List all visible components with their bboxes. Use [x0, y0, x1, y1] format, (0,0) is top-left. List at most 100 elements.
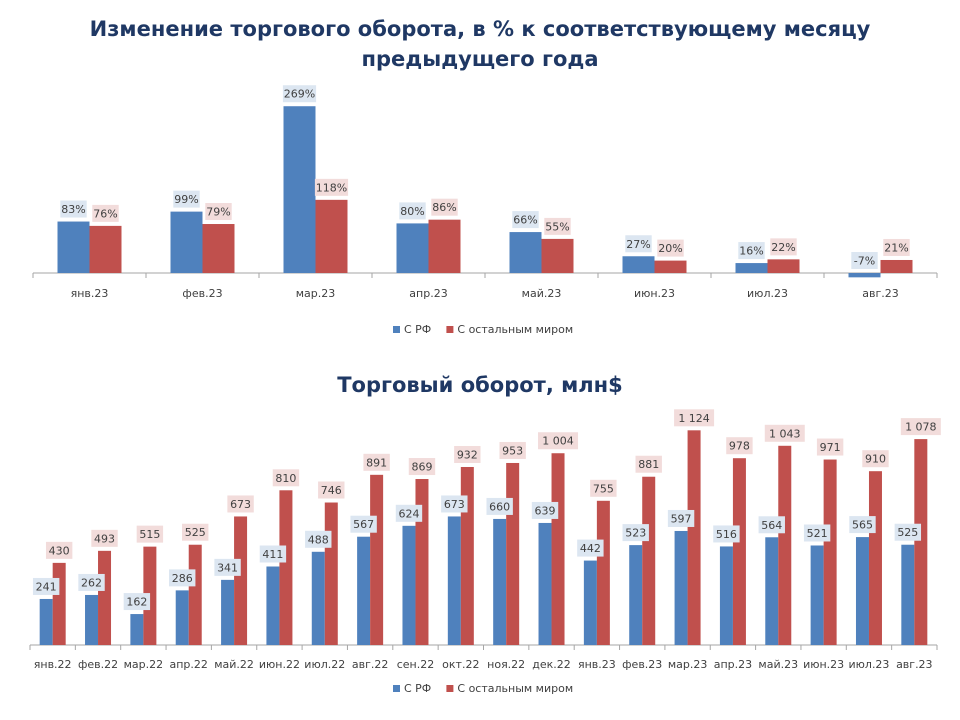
data-label-rf: 341 — [217, 561, 238, 574]
data-label-world: 910 — [865, 453, 886, 466]
bar-world — [823, 459, 837, 645]
data-label-bg-world — [91, 529, 118, 547]
bar-world — [687, 430, 701, 645]
data-label-rf: 442 — [580, 542, 601, 555]
data-label-bg-rf — [577, 539, 604, 557]
data-label-rf: 66% — [513, 214, 537, 227]
bar-world — [506, 462, 520, 645]
bar-rf — [855, 537, 869, 645]
data-label-bg-world — [499, 441, 526, 459]
data-label-rf: 567 — [353, 518, 374, 531]
data-label-rf: 269% — [284, 88, 315, 101]
bar-world — [315, 199, 348, 273]
data-label-bg-rf — [395, 504, 423, 522]
x-tick-label: сен.22 — [397, 658, 435, 671]
x-tick-label: июн.22 — [259, 658, 300, 671]
legend-label-world: С остальным миром — [457, 323, 573, 336]
x-tick-label: окт.22 — [442, 658, 479, 671]
data-label-bg-rf — [713, 525, 740, 543]
x-tick-label: июн.23 — [634, 287, 675, 300]
data-label-world: 746 — [321, 484, 342, 497]
bar-world — [654, 260, 687, 273]
x-tick-label: янв.23 — [71, 287, 109, 300]
bar-rf — [901, 544, 915, 645]
x-tick-label: май.22 — [214, 658, 254, 671]
data-label-rf: 27% — [626, 238, 650, 251]
data-label-bg-world — [454, 445, 481, 463]
data-label-rf: -7% — [854, 255, 875, 268]
data-label-bg-rf — [512, 211, 539, 229]
chart-title-change: Изменение торгового оборота, в % к соотв… — [0, 14, 960, 74]
data-label-rf: 639 — [535, 504, 556, 517]
data-label-rf: 597 — [671, 512, 692, 525]
bar-world — [880, 259, 913, 273]
data-label-bg-rf — [625, 235, 652, 253]
bar-world — [202, 224, 235, 273]
bar-rf — [170, 211, 203, 273]
data-label-world: 891 — [366, 456, 387, 469]
x-tick-label: авг.22 — [352, 658, 389, 671]
x-tick-label: мар.23 — [296, 287, 336, 300]
data-label-rf: 80% — [400, 205, 424, 218]
data-label-bg-world — [272, 469, 300, 487]
bar-rf — [447, 516, 461, 645]
data-label-bg-world — [862, 450, 889, 468]
x-tick-label: июл.23 — [849, 658, 890, 671]
data-label-bg-rf — [259, 545, 287, 563]
data-label-world: 1 043 — [769, 427, 801, 440]
data-label-world: 493 — [94, 532, 115, 545]
data-label-bg-rf — [851, 252, 878, 269]
data-label-rf: 624 — [398, 507, 419, 520]
data-label-rf: 162 — [126, 596, 147, 609]
data-label-bg-world — [883, 238, 910, 256]
bar-world — [370, 474, 384, 645]
bar-world — [778, 445, 792, 645]
data-label-bg-world — [657, 239, 684, 257]
data-label-bg-rf — [531, 501, 559, 519]
data-label-world: 21% — [884, 241, 908, 254]
data-label-rf: 564 — [761, 519, 782, 532]
data-label-world: 79% — [206, 206, 230, 219]
data-label-bg-rf — [32, 577, 60, 595]
x-tick-label: янв.22 — [34, 658, 72, 671]
legend-label-rf: С РФ — [404, 323, 431, 336]
x-tick-label: мар.22 — [124, 658, 164, 671]
bar-rf — [538, 522, 552, 645]
data-label-rf: 565 — [852, 519, 873, 532]
data-label-bg-world — [770, 238, 797, 256]
data-label-world: 86% — [432, 201, 456, 214]
bar-world — [460, 466, 474, 645]
data-label-bg-world — [538, 432, 579, 450]
bar-rf — [735, 263, 768, 273]
x-tick-label: май.23 — [522, 287, 562, 300]
data-label-rf: 488 — [308, 533, 329, 546]
legend-label-world: С остальным миром — [457, 682, 573, 695]
data-label-bg-world — [674, 409, 715, 427]
bar-rf — [622, 256, 655, 273]
bar-rf — [39, 598, 53, 645]
data-label-bg-world — [92, 204, 119, 222]
data-label-bg-world — [635, 455, 662, 473]
bar-rf — [402, 525, 416, 645]
legend-label-rf: С РФ — [404, 682, 431, 695]
data-label-rf: 673 — [444, 498, 465, 511]
bar-rf — [848, 273, 881, 278]
bar-rf — [396, 223, 429, 273]
data-label-rf: 241 — [36, 580, 57, 593]
data-label-bg-rf — [486, 497, 513, 515]
bar-world — [324, 502, 338, 645]
bar-world — [596, 500, 610, 645]
data-label-bg-world — [182, 523, 209, 541]
bar-rf — [175, 590, 189, 645]
data-label-world: 673 — [230, 498, 251, 511]
data-label-bg-world — [318, 481, 345, 499]
bar-rf — [85, 594, 99, 645]
data-label-bg-rf — [78, 573, 105, 591]
bar-rf — [629, 545, 643, 645]
data-label-bg-rf — [60, 200, 87, 218]
data-label-rf: 411 — [262, 548, 283, 561]
data-label-bg-rf — [214, 558, 241, 576]
bar-rf — [493, 518, 507, 645]
data-label-world: 76% — [93, 207, 117, 220]
